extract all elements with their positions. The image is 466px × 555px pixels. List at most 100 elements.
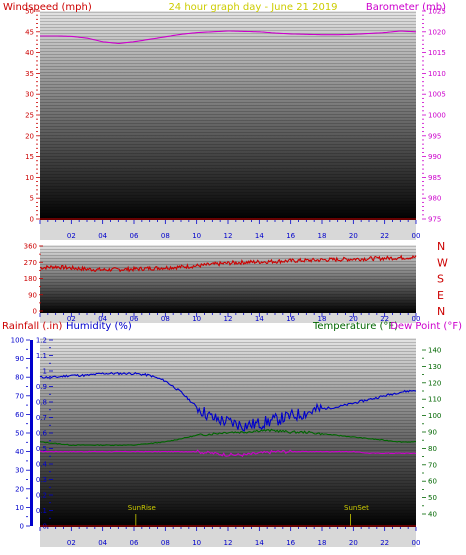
barometer-tick-label: 975: [428, 216, 441, 224]
x-tick-label: 04: [98, 232, 107, 240]
windspeed-tick-label: 10: [25, 174, 34, 182]
direction-tick-label: 180: [24, 275, 37, 283]
windspeed-label: Windspeed (mph): [3, 2, 92, 13]
x-tick-label: 16: [286, 539, 295, 547]
barometer-tick-label: 1020: [428, 28, 446, 36]
x-tick-label: 08: [161, 539, 170, 547]
windspeed-tick-label: 30: [25, 91, 34, 99]
x-tick-label: 00: [412, 232, 421, 240]
humidity-tick-label: 10: [15, 504, 24, 512]
rainfall-tick-label: 0.8: [36, 399, 47, 407]
humidity-series-line: [39, 371, 417, 432]
humidity-tick-label: 50: [15, 430, 24, 438]
dewpoint-label: Dew Point (°F): [390, 321, 462, 332]
x-tick-label: 14: [255, 539, 264, 547]
temperature-tick-label: 120: [428, 379, 441, 387]
x-tick-label: 22: [380, 315, 389, 323]
x-tick-label: 12: [224, 232, 233, 240]
humidity-tick-label: 40: [15, 448, 24, 456]
compass-label: N: [437, 240, 445, 253]
x-tick-label: 08: [161, 315, 170, 323]
temperature-tick-label: 100: [428, 412, 441, 420]
rainfall-tick-label: 1.1: [36, 352, 47, 360]
rainfall-tick-label: 0.3: [36, 476, 47, 484]
humidity-axis-bar: [30, 340, 33, 526]
barometer-tick-label: 980: [428, 195, 441, 203]
humidity-tick-label: 100: [11, 337, 24, 345]
barometer-tick-label: 1005: [428, 91, 446, 99]
x-tick-label: 22: [380, 232, 389, 240]
x-tick-label: 16: [286, 315, 295, 323]
temperature-tick-label: 60: [428, 478, 437, 486]
graph-title: 24 hour graph day - June 21 2019: [168, 2, 337, 13]
barometer-tick-label: 1025: [428, 8, 446, 16]
x-tick-label: 16: [286, 232, 295, 240]
temperature-label: Temperature (°F): [312, 321, 398, 332]
rainfall-tick-label: 1.2: [36, 337, 47, 345]
x-tick-label: 20: [349, 539, 358, 547]
temperature-tick-label: 130: [428, 363, 441, 371]
x-tick-label: 08: [161, 232, 170, 240]
barometer-tick-label: 985: [428, 174, 441, 182]
windspeed-tick-label: 35: [25, 70, 34, 78]
x-tick-label: 14: [255, 315, 264, 323]
windspeed-tick-label: 40: [25, 49, 34, 57]
direction-series-line: [39, 254, 417, 273]
temperature-series-line: [39, 428, 417, 447]
rainfall-tick-label: 0.4: [36, 461, 48, 469]
humidity-tick-label: 70: [15, 392, 24, 400]
x-tick-label: 02: [67, 232, 76, 240]
rainfall-tick-label: 0.7: [36, 414, 47, 422]
barometer-tick-label: 990: [428, 153, 441, 161]
rainfall-tick-label: 0.5: [36, 445, 47, 453]
humidity-label: Humidity (%): [66, 321, 132, 332]
rainfall-label: Rainfall (.in): [2, 321, 63, 332]
rainfall-tick-label: 0.6: [36, 430, 48, 438]
x-tick-label: 06: [130, 232, 139, 240]
direction-tick-label: 360: [24, 243, 37, 251]
humidity-tick-label: 20: [15, 485, 24, 493]
x-tick-label: 18: [318, 315, 327, 323]
windspeed-tick-label: 45: [25, 28, 34, 36]
humidity-tick-label: 30: [15, 467, 24, 475]
barometer-tick-label: 995: [428, 132, 441, 140]
x-tick-label: 04: [98, 539, 107, 547]
temperature-tick-label: 110: [428, 396, 441, 404]
windspeed-tick-label: 5: [30, 195, 34, 203]
barometer-tick-label: 1015: [428, 49, 446, 57]
temperature-tick-label: 140: [428, 347, 441, 355]
humidity-tick-label: 0: [20, 523, 24, 531]
rainfall-tick-label: 1: [43, 368, 47, 376]
barometer-tick-label: 1000: [428, 112, 446, 120]
x-tick-label: 22: [380, 539, 389, 547]
sunrise-label: SunRise: [128, 504, 156, 512]
windspeed-tick-label: 50: [25, 8, 34, 16]
x-tick-label: 10: [192, 315, 201, 323]
x-tick-label: 10: [192, 539, 201, 547]
x-tick-label: 00: [412, 539, 421, 547]
x-tick-label: 20: [349, 315, 358, 323]
compass-label: E: [437, 289, 444, 302]
humidity-tick-label: 60: [15, 411, 24, 419]
x-tick-label: 14: [255, 232, 264, 240]
temperature-tick-label: 50: [428, 494, 437, 502]
x-tick-label: 06: [130, 315, 139, 323]
barometer-tick-label: 1010: [428, 70, 446, 78]
windspeed-tick-label: 25: [25, 112, 34, 120]
direction-tick-label: 90: [28, 291, 37, 299]
temperature-tick-label: 70: [428, 461, 437, 469]
windspeed-tick-label: 15: [25, 153, 34, 161]
rainfall-tick-label: 0.2: [36, 492, 47, 500]
x-tick-label: 12: [224, 315, 233, 323]
compass-label: W: [437, 256, 448, 269]
humidity-tick-label: 90: [15, 355, 24, 363]
x-tick-label: 20: [349, 232, 358, 240]
x-tick-label: 18: [318, 539, 327, 547]
dewpoint-series-line: [40, 449, 417, 457]
humidity-tick-label: 80: [15, 374, 24, 382]
x-tick-label: 02: [67, 539, 76, 547]
direction-tick-label: 0: [33, 308, 37, 316]
temperature-tick-label: 90: [428, 429, 437, 437]
